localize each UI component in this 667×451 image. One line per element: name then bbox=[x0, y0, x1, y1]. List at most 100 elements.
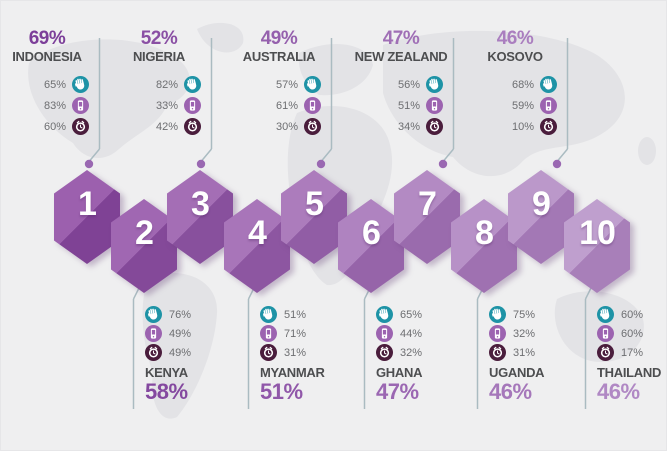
phone-icon bbox=[540, 97, 557, 114]
stat-row: 60% bbox=[1, 118, 95, 135]
stat-row: 56% bbox=[353, 76, 449, 93]
clock-icon bbox=[540, 118, 557, 135]
country-block-uganda: 75% 32% 31% UGANDA 46% bbox=[485, 306, 577, 403]
clock-icon bbox=[72, 118, 89, 135]
stat-row: 49% bbox=[145, 325, 233, 342]
phone-icon bbox=[145, 325, 162, 342]
stat-row: 82% bbox=[111, 76, 207, 93]
connector-rank-5 bbox=[316, 38, 333, 169]
country-total: 69% bbox=[28, 28, 66, 49]
hexagon-rank-4: 4 bbox=[224, 199, 290, 293]
stat-row: 44% bbox=[376, 325, 464, 342]
country-block-indonesia: 69% INDONESIA 65% 83% 60% bbox=[1, 28, 95, 139]
clock-icon bbox=[304, 118, 321, 135]
country-total: 49% bbox=[260, 28, 298, 49]
clock-icon bbox=[489, 344, 506, 361]
stat-row: 10% bbox=[467, 118, 563, 135]
hand-icon bbox=[304, 76, 321, 93]
stat-row: 51% bbox=[260, 306, 348, 323]
stat-row: 31% bbox=[260, 344, 348, 361]
country-name: NEW ZEALAND bbox=[354, 49, 448, 64]
phone-icon bbox=[597, 325, 614, 342]
hexagon-rank-6: 6 bbox=[338, 199, 404, 293]
hexagon-rank-5: 5 bbox=[281, 170, 347, 264]
hand-icon bbox=[72, 76, 89, 93]
country-block-ghana: 65% 44% 32% GHANA 47% bbox=[372, 306, 464, 403]
stat-row: 32% bbox=[489, 325, 577, 342]
hand-icon bbox=[376, 306, 393, 323]
stat-row: 32% bbox=[376, 344, 464, 361]
connector-rank-7 bbox=[438, 38, 455, 169]
hand-icon bbox=[597, 306, 614, 323]
rank-number: 7 bbox=[418, 184, 437, 223]
country-name: AUSTRALIA bbox=[242, 49, 316, 64]
rank-number: 6 bbox=[362, 213, 381, 252]
country-name: UGANDA bbox=[489, 365, 545, 380]
stat-row: 49% bbox=[145, 344, 233, 361]
country-name: GHANA bbox=[376, 365, 423, 380]
clock-icon bbox=[426, 118, 443, 135]
stat-row: 65% bbox=[1, 76, 95, 93]
clock-icon bbox=[376, 344, 393, 361]
stat-row: 17% bbox=[597, 344, 666, 361]
rank-number: 1 bbox=[78, 184, 97, 223]
phone-icon bbox=[72, 97, 89, 114]
rank-number: 4 bbox=[248, 213, 267, 252]
stat-row: 65% bbox=[376, 306, 464, 323]
stat-row: 71% bbox=[260, 325, 348, 342]
hexagon-rank-7: 7 bbox=[394, 170, 460, 264]
connector-rank-9 bbox=[552, 38, 569, 169]
stat-row: 75% bbox=[489, 306, 577, 323]
rank-number: 3 bbox=[191, 184, 210, 223]
stat-row: 60% bbox=[597, 325, 666, 342]
hexagon-rank-3: 3 bbox=[167, 170, 233, 264]
phone-icon bbox=[489, 325, 506, 342]
hand-icon bbox=[540, 76, 557, 93]
country-total: 46% bbox=[597, 379, 640, 404]
rank-number: 8 bbox=[475, 213, 494, 252]
stat-row: 34% bbox=[353, 118, 449, 135]
clock-icon bbox=[260, 344, 277, 361]
connector-rank-3 bbox=[196, 38, 213, 169]
connector-rank-1 bbox=[84, 38, 101, 169]
country-block-kenya: 76% 49% 49% KENYA 58% bbox=[141, 306, 233, 403]
clock-icon bbox=[184, 118, 201, 135]
country-name: MYANMAR bbox=[260, 365, 325, 380]
country-name: NIGERIA bbox=[132, 49, 186, 64]
stat-row: 33% bbox=[111, 97, 207, 114]
rank-number: 10 bbox=[579, 213, 616, 252]
stat-row: 83% bbox=[1, 97, 95, 114]
rank-number: 2 bbox=[135, 213, 154, 252]
hexagon-rank-1: 1 bbox=[54, 170, 120, 264]
country-name: KOSOVO bbox=[487, 49, 543, 64]
stat-row: 42% bbox=[111, 118, 207, 135]
hand-icon bbox=[184, 76, 201, 93]
phone-icon bbox=[426, 97, 443, 114]
country-block-new-zealand: 47% NEW ZEALAND 56% 51% 34% bbox=[353, 29, 449, 139]
hexagon-rank-10: 10 bbox=[564, 199, 630, 293]
stat-row: 68% bbox=[467, 76, 563, 93]
country-name: INDONESIA bbox=[12, 49, 82, 64]
stat-row: 61% bbox=[231, 97, 327, 114]
rank-number: 5 bbox=[305, 184, 324, 223]
country-block-thailand: 60% 60% 17% THAILAND 46% bbox=[593, 306, 666, 404]
country-total: 46% bbox=[496, 28, 534, 49]
stat-row: 57% bbox=[231, 76, 327, 93]
phone-icon bbox=[260, 325, 277, 342]
country-total: 51% bbox=[260, 379, 303, 404]
country-block-nigeria: 52% NIGERIA 82% 33% 42% bbox=[111, 29, 207, 139]
country-block-australia: 49% AUSTRALIA 57% 61% 30% bbox=[231, 29, 327, 139]
stat-row: 51% bbox=[353, 97, 449, 114]
country-block-kosovo: 46% KOSOVO 68% 59% 10% bbox=[467, 29, 563, 139]
stat-row: 60% bbox=[597, 306, 666, 323]
country-total: 46% bbox=[489, 379, 532, 404]
hexagon-rank-2: 2 bbox=[111, 199, 177, 293]
rank-number: 9 bbox=[532, 184, 551, 223]
country-block-myanmar: 51% 71% 31% MYANMAR 51% bbox=[256, 306, 348, 403]
phone-icon bbox=[184, 97, 201, 114]
hand-icon bbox=[260, 306, 277, 323]
country-total: 47% bbox=[382, 28, 420, 49]
hand-icon bbox=[489, 306, 506, 323]
hand-icon bbox=[426, 76, 443, 93]
